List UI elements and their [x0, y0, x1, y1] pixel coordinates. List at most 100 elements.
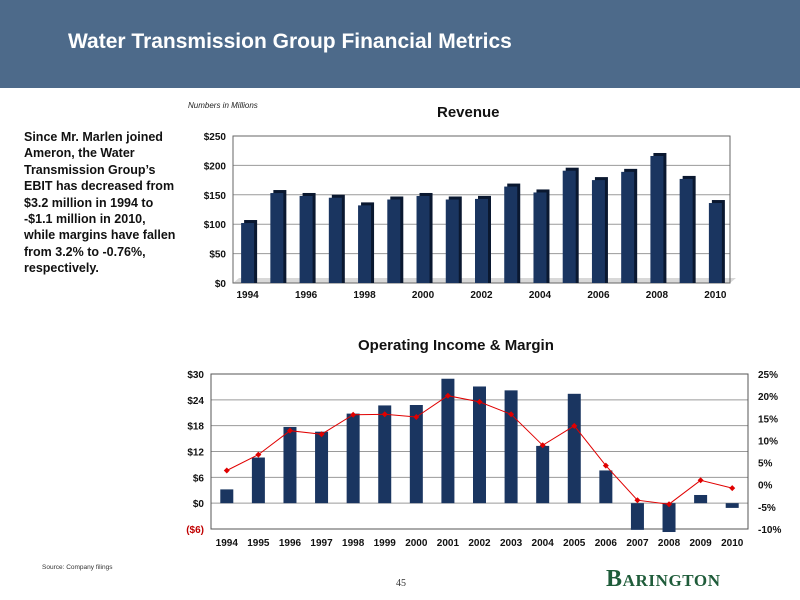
margin-point [602, 462, 609, 469]
operating-income-bar [662, 503, 676, 533]
revenue-bar [679, 178, 693, 283]
logo-initial: B [606, 566, 623, 592]
margin-point [413, 413, 420, 420]
revenue-bar [270, 193, 284, 283]
y-right-tick-label: 15% [758, 414, 778, 425]
x-tick-label: 1994 [236, 290, 259, 301]
revenue-chart-title: Revenue [437, 104, 500, 121]
x-tick-label: 1998 [342, 538, 365, 549]
margin-point [255, 451, 262, 458]
margin-point [381, 411, 388, 418]
y-right-tick-label: 0% [758, 481, 773, 492]
x-tick-label: 2002 [470, 290, 493, 301]
y-tick-label: $50 [209, 250, 226, 261]
operating-chart-title: Operating Income & Margin [358, 337, 554, 354]
operating-income-bar [315, 431, 329, 504]
x-tick-label: 1999 [374, 538, 397, 549]
page-number: 45 [396, 578, 406, 589]
revenue-bar [241, 223, 255, 283]
summary-text: Since Mr. Marlen joined Ameron, the Wate… [24, 130, 176, 276]
y-left-tick-label: $30 [187, 370, 204, 381]
y-tick-label: $250 [204, 132, 227, 143]
x-tick-label: 2005 [563, 538, 586, 549]
x-tick-label: 2004 [529, 290, 552, 301]
revenue-bar [591, 180, 605, 283]
x-tick-label: 2008 [646, 290, 669, 301]
x-tick-label: 2006 [587, 290, 610, 301]
y-tick-label: $100 [204, 220, 227, 231]
operating-income-bar [630, 503, 644, 530]
operating-income-bar [504, 390, 518, 504]
revenue-bar [708, 203, 722, 283]
revenue-bar [299, 195, 313, 283]
revenue-bar [621, 171, 635, 283]
plot-frame [210, 373, 749, 530]
margin-point [286, 427, 293, 434]
operating-income-bar [346, 413, 360, 504]
operating-income-bar [599, 470, 613, 504]
x-tick-label: 2006 [595, 538, 618, 549]
x-tick-label: 1994 [216, 538, 239, 549]
margin-point [571, 422, 578, 429]
source-note: Source: Company filings [42, 564, 113, 571]
revenue-bar [358, 205, 372, 283]
revenue-bar [387, 199, 401, 283]
revenue-bar [445, 199, 459, 283]
operating-income-bar [251, 457, 265, 504]
revenue-bar [504, 186, 518, 283]
x-tick-label: 1996 [295, 290, 318, 301]
margin-point [444, 392, 451, 399]
x-tick-label: 2004 [532, 538, 555, 549]
y-tick-label: $150 [204, 191, 227, 202]
units-note: Numbers in Millions [188, 101, 258, 110]
x-tick-label: 2007 [626, 538, 649, 549]
margin-point [508, 411, 515, 418]
margin-point [697, 477, 704, 484]
y-right-tick-label: 10% [758, 436, 778, 447]
y-left-tick-label: $24 [187, 396, 204, 407]
page-title: Water Transmission Group Financial Metri… [68, 30, 512, 53]
operating-income-bar [409, 405, 423, 504]
y-left-tick-label: $18 [187, 422, 204, 433]
margin-point [476, 398, 483, 405]
operating-income-bar [567, 393, 581, 504]
x-tick-label: 2000 [412, 290, 435, 301]
margin-point [634, 497, 641, 504]
operating-income-bar [220, 489, 234, 504]
x-tick-label: 1997 [310, 538, 333, 549]
y-right-tick-label: -5% [758, 503, 776, 514]
y-tick-label: $200 [204, 161, 227, 172]
x-tick-label: 2008 [658, 538, 681, 549]
x-tick-label: 2009 [689, 538, 712, 549]
revenue-bar [650, 155, 664, 283]
x-tick-label: 2003 [500, 538, 523, 549]
margin-point [729, 485, 736, 492]
y-right-tick-label: -10% [758, 525, 781, 536]
margin-point [350, 411, 357, 418]
operating-income-bar [441, 378, 455, 504]
margin-point [318, 431, 325, 438]
margin-point [539, 442, 546, 449]
header-bar: Water Transmission Group Financial Metri… [0, 0, 800, 88]
x-tick-label: 2001 [437, 538, 460, 549]
barington-logo: BARINGTON [606, 566, 721, 593]
revenue-bar [416, 195, 430, 283]
revenue-bar [533, 192, 547, 283]
y-right-tick-label: 5% [758, 459, 773, 470]
y-left-tick-label: $0 [193, 499, 205, 510]
x-tick-label: 1995 [247, 538, 270, 549]
logo-rest: ARINGTON [622, 571, 721, 590]
operating-income-bar [378, 405, 392, 504]
operating-income-bar [283, 426, 297, 504]
y-right-tick-label: 25% [758, 370, 778, 381]
x-tick-label: 1996 [279, 538, 302, 549]
y-right-tick-label: 20% [758, 392, 778, 403]
y-tick-label: $0 [215, 279, 227, 290]
revenue-bar [562, 170, 576, 283]
margin-point [223, 467, 230, 474]
margin-point [666, 501, 673, 508]
operating-income-bar [536, 445, 550, 504]
x-tick-label: 2000 [405, 538, 428, 549]
